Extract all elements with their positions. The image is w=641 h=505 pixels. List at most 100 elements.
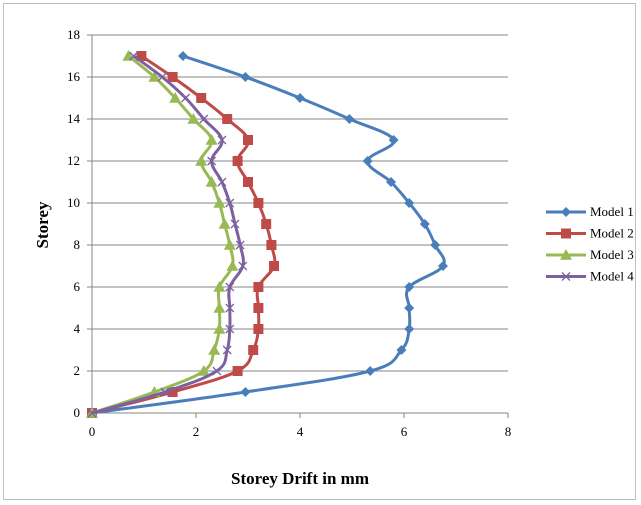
- marker-stroke: [160, 387, 170, 397]
- data-point-model-2: [232, 366, 243, 376]
- data-point-model-3: [213, 197, 226, 208]
- data-point-model-3: [213, 302, 226, 313]
- x-tick-label: 4: [297, 424, 304, 439]
- marker-stroke: [235, 240, 245, 250]
- data-point-model-2: [266, 240, 277, 250]
- series-model-1: [87, 51, 448, 418]
- data-point-model-2: [167, 387, 178, 397]
- data-point-model-2: [136, 51, 147, 61]
- data-point-model-1: [404, 324, 415, 334]
- data-point-model-4: [87, 408, 97, 418]
- data-point-model-2: [243, 135, 253, 145]
- series-model-4: [87, 51, 248, 418]
- data-point-model-3: [169, 92, 182, 103]
- legend-item-model-3: Model 3: [546, 247, 634, 262]
- data-point-model-1: [240, 387, 251, 397]
- marker-stroke: [225, 198, 235, 208]
- legend: Model 1 Model 2 Model 3 Model 4: [546, 204, 634, 284]
- data-point-model-2: [232, 156, 243, 166]
- data-point-model-3: [205, 134, 218, 145]
- x-tick-label: 8: [505, 424, 512, 439]
- data-point-model-4: [235, 240, 245, 250]
- x-tick-label: 6: [401, 424, 408, 439]
- data-point-model-4: [199, 114, 209, 124]
- y-tick-label: 16: [67, 69, 81, 84]
- data-point-model-2: [269, 261, 279, 271]
- data-point-model-1: [438, 261, 448, 271]
- data-point-model-2: [261, 219, 272, 229]
- legend-item-model-4: Model 4: [546, 269, 634, 284]
- data-point-model-1: [404, 303, 415, 313]
- x-axis-title: Storey Drift in mm: [231, 469, 369, 488]
- marker-stroke: [225, 282, 235, 292]
- data-point-model-3: [208, 344, 221, 355]
- data-point-model-4: [225, 282, 235, 292]
- legend-marker: [561, 207, 571, 217]
- series-line-model-4: [91, 54, 245, 415]
- legend-item-model-1: Model 1: [546, 204, 634, 219]
- data-point-model-1: [344, 114, 355, 124]
- data-point-model-2: [167, 72, 178, 82]
- gridlines: [92, 34, 508, 372]
- x-tick-label: 2: [193, 424, 200, 439]
- data-point-model-4: [225, 303, 235, 313]
- axes: [87, 34, 509, 418]
- data-point-model-2: [222, 114, 233, 124]
- legend-label: Model 1: [590, 204, 634, 219]
- data-point-model-4: [160, 387, 170, 397]
- marker-stroke: [217, 135, 227, 145]
- data-point-model-2: [196, 93, 207, 103]
- legend-marker: [560, 249, 572, 260]
- legend-label: Model 4: [590, 269, 634, 284]
- marker-stroke: [199, 114, 209, 124]
- y-axis-title: Storey: [33, 201, 52, 248]
- y-tick-label: 12: [67, 153, 80, 168]
- data-point-model-4: [212, 366, 222, 376]
- data-point-model-2: [253, 282, 264, 292]
- data-point-model-1: [178, 51, 188, 61]
- marker-stroke: [181, 93, 191, 103]
- legend-item-model-2: Model 2: [546, 226, 634, 241]
- marker-stroke: [225, 324, 235, 334]
- data-point-model-4: [238, 261, 248, 271]
- data-point-model-1: [240, 72, 251, 82]
- data-point-model-1: [386, 177, 396, 187]
- data-point-model-4: [207, 156, 217, 166]
- marker-stroke: [561, 272, 571, 281]
- data-point-model-2: [243, 177, 253, 187]
- data-point-model-2: [248, 345, 259, 355]
- data-point-model-3: [213, 281, 226, 292]
- data-point-model-3: [226, 260, 239, 271]
- data-point-model-1: [404, 198, 415, 208]
- data-point-model-3: [213, 323, 226, 334]
- y-tick-label: 10: [67, 195, 80, 210]
- legend-marker: [561, 228, 571, 239]
- data-point-model-2: [253, 198, 264, 208]
- data-point-model-1: [404, 282, 415, 292]
- y-tick-label: 4: [74, 321, 81, 336]
- legend-marker: [561, 272, 571, 281]
- data-point-model-3: [218, 218, 231, 229]
- tick-labels: 0 2 4 6 8 10 12 14 16 18 0 2 4 6 8: [67, 27, 511, 439]
- y-tick-label: 2: [74, 363, 81, 378]
- data-point-model-1: [362, 156, 373, 166]
- data-point-model-1: [419, 219, 430, 229]
- legend-label: Model 3: [590, 247, 634, 262]
- data-point-model-1: [365, 366, 376, 376]
- marker-stroke: [129, 51, 139, 61]
- chart-frame: [3, 3, 636, 500]
- marker-stroke: [87, 408, 97, 418]
- data-point-model-3: [195, 155, 208, 166]
- y-tick-label: 6: [74, 279, 81, 294]
- marker-stroke: [238, 261, 248, 271]
- y-tick-label: 14: [67, 111, 81, 126]
- data-point-model-4: [225, 324, 235, 334]
- marker-stroke: [207, 156, 217, 166]
- y-tick-label: 18: [67, 27, 80, 42]
- marker-stroke: [157, 72, 167, 82]
- data-point-model-3: [187, 113, 200, 124]
- marker-stroke: [230, 219, 240, 229]
- data-point-model-4: [129, 51, 139, 61]
- series-line-model-3: [91, 54, 235, 415]
